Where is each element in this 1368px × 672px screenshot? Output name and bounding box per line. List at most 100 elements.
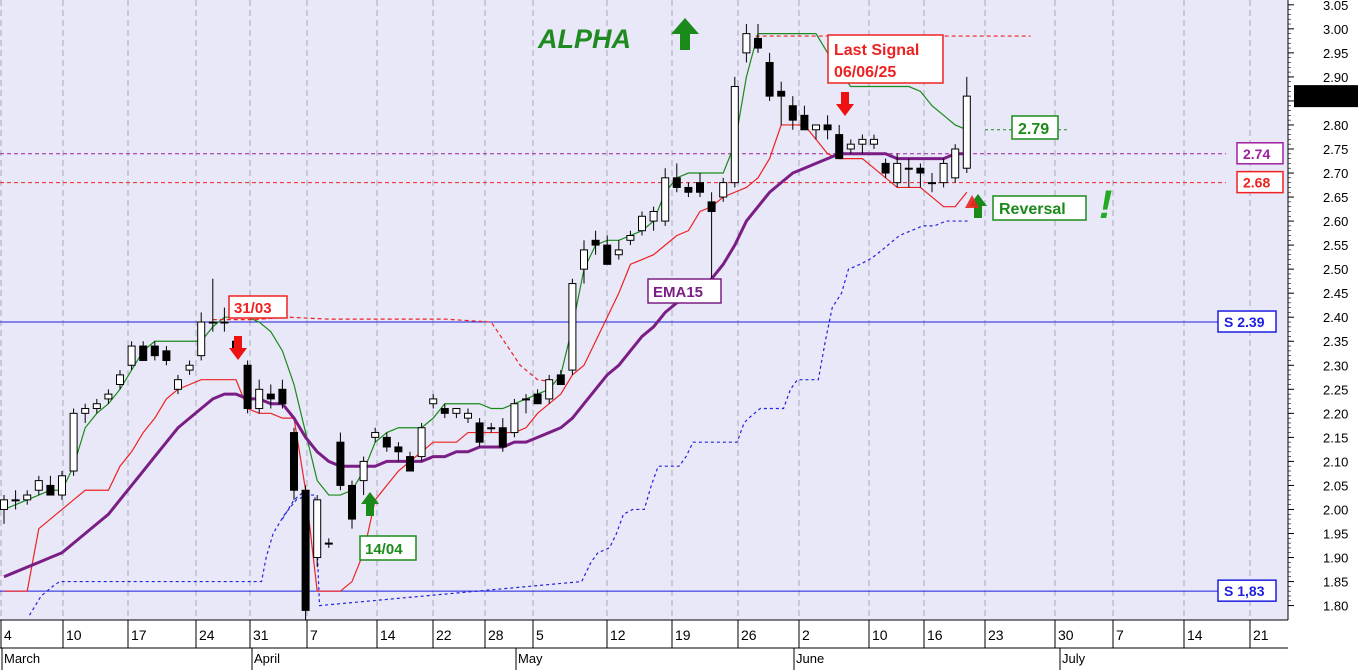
date-tick-label: 26: [741, 627, 757, 643]
price-tick-label: 2.25: [1323, 382, 1348, 397]
reversal-box: [992, 195, 1087, 221]
candle-body: [603, 244, 612, 265]
candle-body: [742, 33, 751, 54]
date-tick-label: 19: [675, 627, 691, 643]
candle-body: [34, 480, 43, 491]
last-price-box: [1294, 85, 1358, 108]
candle-body: [81, 408, 90, 414]
date-tick-label: 10: [66, 627, 82, 643]
exclamation-label: !: [1099, 183, 1112, 227]
price-tick-label: 2.40: [1323, 310, 1348, 325]
candle-body: [336, 441, 345, 486]
price-tick-label: 2.35: [1323, 334, 1348, 349]
candle-body: [290, 432, 298, 491]
candle-body: [371, 432, 380, 438]
date-tick-label: 31: [253, 627, 269, 643]
price-tick-label: 1.80: [1323, 599, 1348, 614]
last-signal-label: Last Signal: [834, 42, 919, 59]
horizontal-levels: S 2.39 S 1,83 2.74 2.68: [0, 142, 1284, 602]
candle-body: [278, 388, 287, 405]
date-tick-label: 14: [380, 627, 396, 643]
price-tick-label: 1.95: [1323, 526, 1348, 541]
candle-body: [638, 215, 646, 232]
candle-body: [893, 162, 902, 184]
candle-body: [92, 403, 101, 410]
candle-body: [870, 138, 878, 145]
plot-area[interactable]: [0, 0, 1288, 620]
candle-body: [800, 114, 809, 131]
sell-arrow-icon: [229, 336, 247, 360]
reversal-marker-icon: [965, 195, 979, 208]
candle-body: [243, 364, 252, 410]
candle-body: [533, 393, 542, 405]
date-1404-box: [359, 535, 417, 561]
candle-body: [580, 249, 588, 270]
price-tick-label: 2.95: [1323, 46, 1348, 61]
candle-body: [452, 408, 461, 414]
candle-body: [545, 379, 554, 400]
price-tick-label: 2.70: [1323, 166, 1348, 181]
candle-body: [139, 345, 148, 361]
candle-body: [104, 393, 113, 400]
annotations: Last Signal 06/06/25 31/03 14/04 EMA15 2.79 Re…: [228, 34, 1112, 561]
price-tick-label: 2.50: [1323, 262, 1348, 277]
price-tick-label: 2.60: [1323, 214, 1348, 229]
month-label: May: [518, 651, 543, 666]
candle-body: [788, 105, 797, 121]
level-label: S 2.39: [1224, 314, 1265, 330]
price-tick-label: 1.90: [1323, 551, 1348, 566]
candle-body: [394, 446, 403, 453]
date-tick-label: 5: [536, 627, 544, 643]
candle-body: [406, 456, 414, 472]
level-label-box: [1236, 170, 1284, 194]
candle-body: [23, 494, 32, 501]
last-price-label: 2.86000: [1298, 89, 1345, 104]
ema15-label: EMA15: [653, 284, 703, 301]
candle-body: [568, 283, 577, 371]
date-tick-label: 23: [988, 627, 1004, 643]
candle-body: [185, 364, 194, 371]
candle-body: [939, 162, 948, 184]
date-3103-label: 31/03: [234, 300, 272, 317]
date-tick-label: 7: [310, 627, 318, 643]
target-label: 2.79: [1018, 121, 1049, 138]
date-tick-label: 22: [436, 627, 452, 643]
candle-body: [661, 177, 670, 222]
ema15-line: [3, 152, 967, 579]
candle-body: [464, 412, 472, 419]
candle-body: [835, 134, 844, 160]
candles: [0, 24, 971, 625]
candle-body: [510, 403, 519, 434]
month-label: July: [1062, 651, 1086, 666]
candle-body: [127, 345, 136, 366]
candle-body: [174, 379, 182, 390]
price-tick-label: 3.05: [1323, 0, 1348, 13]
candle-body: [255, 388, 264, 410]
candle-body: [696, 182, 704, 193]
date-tick-label: 17: [131, 627, 147, 643]
level-label-box: [1217, 579, 1277, 602]
date-1404-label: 14/04: [365, 541, 403, 558]
candle-body: [116, 374, 124, 385]
candle-body: [707, 201, 716, 212]
candle-body: [162, 350, 171, 361]
price-tick-label: 1.85: [1323, 575, 1348, 590]
level-label: 2.68: [1243, 175, 1270, 191]
candle-body: [220, 321, 229, 324]
candle-body: [522, 398, 530, 401]
price-tick-label: 2.45: [1323, 286, 1348, 301]
candle-body: [487, 427, 496, 430]
candle-body: [46, 484, 55, 496]
date-tick-label: 7: [1116, 627, 1124, 643]
month-label: June: [796, 651, 824, 666]
candle-body: [754, 37, 762, 49]
candle-body: [812, 124, 820, 131]
date-axis[interactable]: [0, 620, 1288, 672]
chart-title: ALPHA: [537, 24, 631, 54]
candle-body: [429, 398, 438, 405]
candle-body: [951, 148, 960, 179]
date-tick-label: 14: [1187, 627, 1203, 643]
date-tick-label: 24: [199, 627, 215, 643]
candle-body: [58, 475, 66, 496]
price-tick-label: 2.05: [1323, 478, 1348, 493]
